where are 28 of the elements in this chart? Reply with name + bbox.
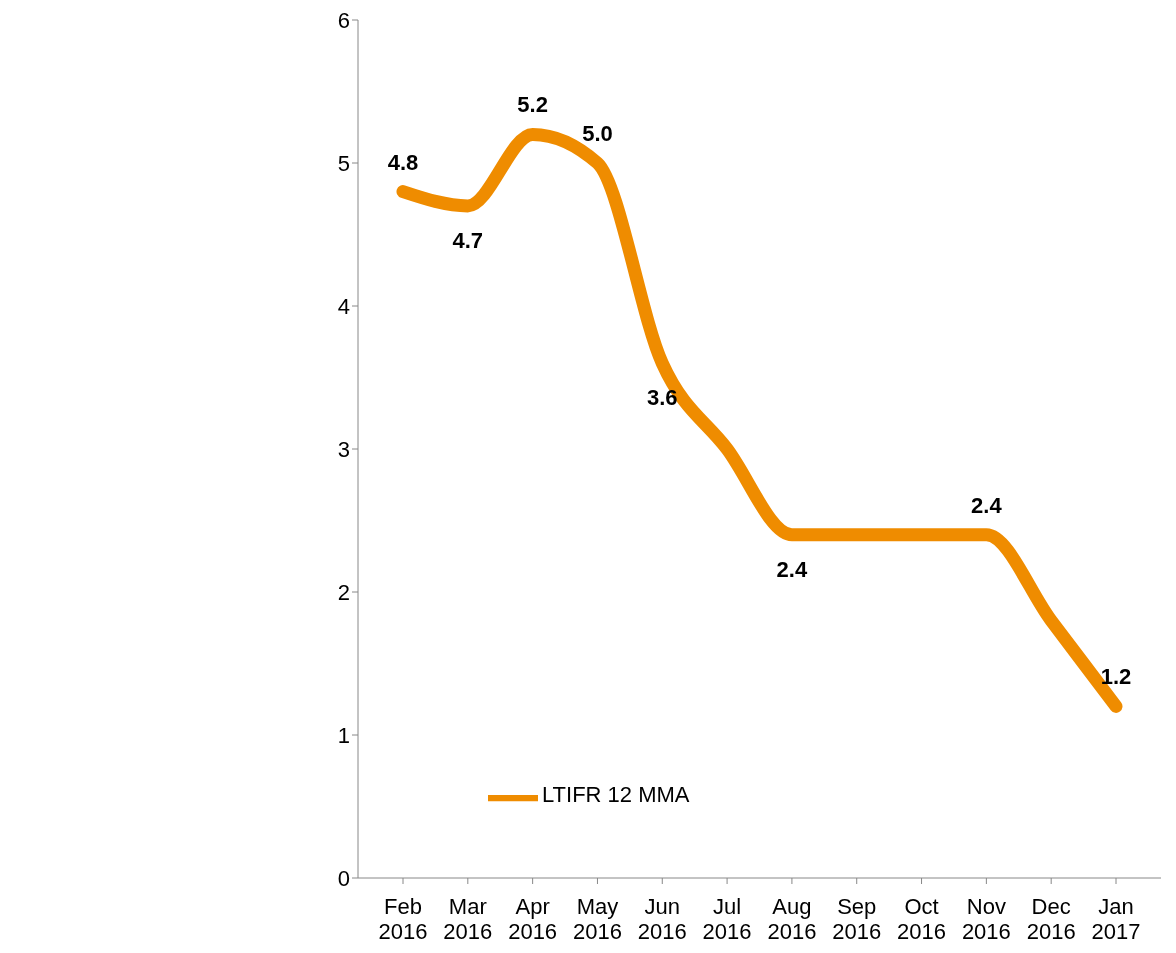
y-tick-label: 3 (337, 436, 350, 462)
x-tick-label: Apr 2016 (508, 893, 558, 945)
legend-label: LTIFR 12 MMA (542, 782, 690, 808)
x-tick-label: Sep 2016 (832, 893, 882, 945)
x-tick-label: Nov 2016 (961, 893, 1011, 945)
y-tick-label: 4 (337, 293, 350, 319)
data-label: 5.0 (582, 121, 613, 146)
x-tick-label: Feb 2016 (378, 893, 428, 945)
y-tick-label: 5 (337, 150, 350, 176)
x-tick-label: Mar 2016 (443, 893, 493, 945)
x-tick-label: Jun 2016 (637, 893, 687, 945)
y-tick-label: 0 (337, 865, 350, 891)
data-label: 2.4 (776, 556, 808, 582)
y-tick-label: 1 (337, 722, 350, 748)
x-tick-label: Jan 2017 (1091, 893, 1141, 945)
data-label: 5.2 (517, 92, 548, 118)
x-tick-label: May 2016 (572, 893, 622, 945)
x-tick-label: Oct 2016 (897, 893, 947, 945)
data-label: 2.4 (971, 492, 1003, 518)
data-label: 3.6 (646, 385, 678, 411)
data-label: 4.8 (387, 149, 419, 175)
x-tick-label: Dec 2016 (1026, 893, 1076, 945)
x-tick-label: Jul 2016 (702, 893, 752, 945)
y-tick-label: 2 (337, 579, 350, 605)
y-tick-label: 6 (337, 7, 350, 33)
x-tick-label: Aug 2016 (767, 893, 817, 945)
data-label: 4.7 (452, 227, 484, 253)
data-label: 1.2 (1100, 664, 1132, 690)
